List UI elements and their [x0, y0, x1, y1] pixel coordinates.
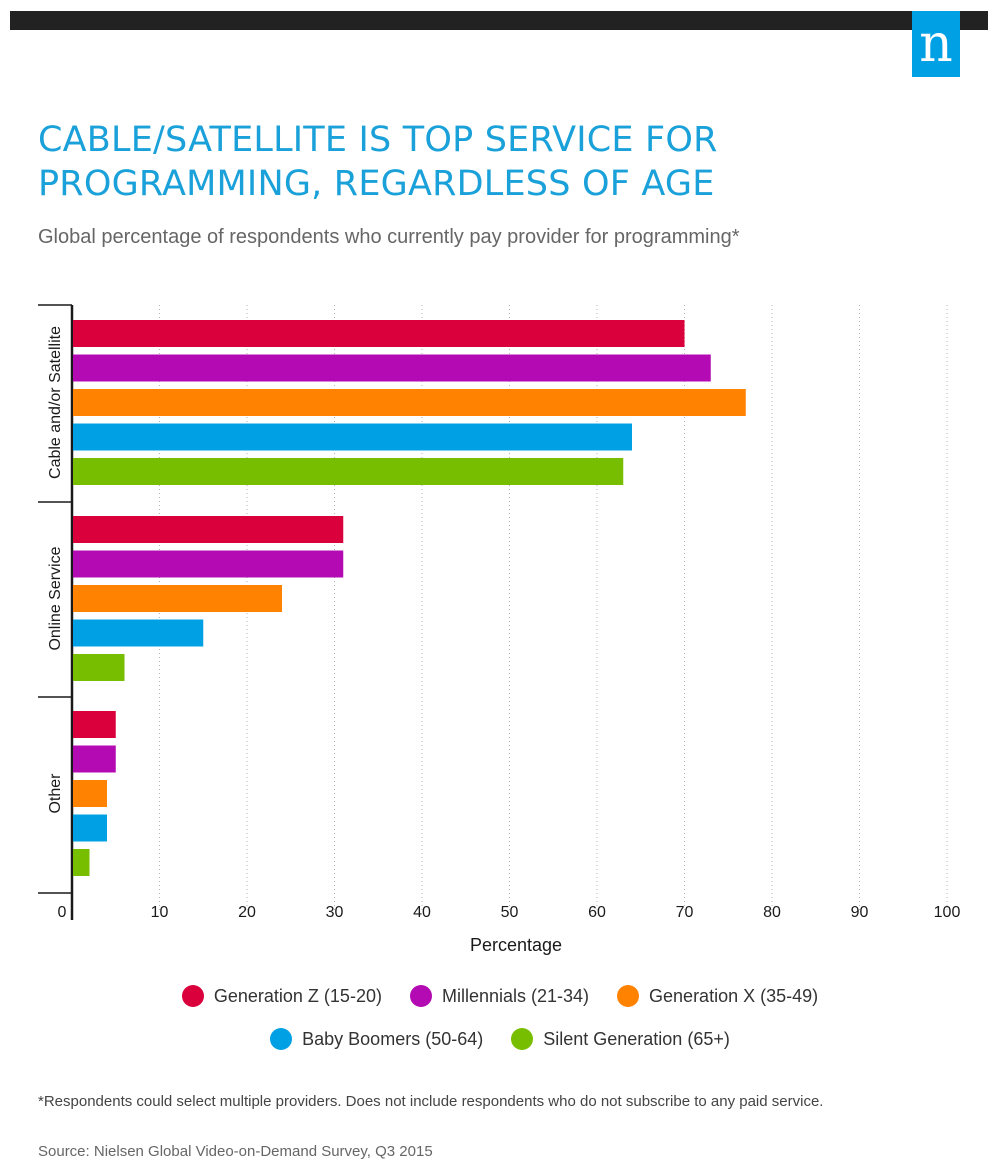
bar-other-generation-z-15-20: [73, 711, 116, 738]
legend-item-gen-z: Generation Z (15-20): [181, 985, 382, 1007]
legend-label-baby-boomers: Baby Boomers (50-64): [302, 1028, 484, 1049]
chart-title: CABLE/SATELLITE IS TOP SERVICE FOR PROGR…: [38, 118, 938, 206]
legend-label-gen-x: Generation X (35-49): [649, 985, 819, 1006]
category-label-other: Other: [47, 773, 64, 814]
x-tick-label-60: 60: [588, 904, 606, 921]
bar-online-service-millennials-21-34: [73, 550, 344, 578]
x-tick-label-30: 30: [326, 904, 344, 921]
legend-swatch-gen-x: [617, 985, 640, 1007]
legend-swatch-silent-generation: [511, 1028, 534, 1050]
bar-other-baby-boomers-50-64: [73, 814, 107, 842]
chart-subtitle: Global percentage of respondents who cur…: [38, 226, 740, 248]
x-tick-label-90: 90: [851, 904, 869, 921]
legend-label-silent-generation: Silent Generation (65+): [543, 1028, 730, 1049]
category-label-online-service: Online Service: [47, 546, 64, 650]
title-line-2: PROGRAMMING, REGARDLESS OF AGE: [38, 164, 715, 204]
x-tick-label-20: 20: [238, 904, 256, 921]
legend-item-millennials: Millennials (21-34): [409, 985, 590, 1007]
top-bar: [10, 11, 988, 30]
bar-other-generation-x-35-49: [73, 780, 107, 807]
nielsen-logo: n: [912, 11, 960, 77]
legend-row-1: Generation Z (15-20) Millennials (21-34)…: [0, 985, 1000, 1007]
bar-cable-and-or-satellite-millennials-21-34: [73, 354, 711, 382]
x-tick-label-0: 0: [58, 904, 67, 921]
bar-other-silent-generation-65: [73, 849, 90, 876]
bar-online-service-generation-z-15-20: [73, 516, 344, 543]
legend-label-gen-z: Generation Z (15-20): [213, 985, 382, 1006]
bar-other-millennials-21-34: [73, 745, 116, 773]
footnote: *Respondents could select multiple provi…: [38, 1093, 824, 1110]
x-axis-label: Percentage: [470, 935, 562, 955]
legend-item-gen-x: Generation X (35-49): [617, 985, 818, 1007]
x-tick-label-50: 50: [501, 904, 519, 921]
legend-swatch-gen-z: [181, 985, 204, 1007]
legend-label-millennials: Millennials (21-34): [441, 985, 590, 1006]
bar-online-service-generation-x-35-49: [73, 585, 282, 612]
x-tick-label-100: 100: [934, 904, 961, 921]
x-tick-label-10: 10: [151, 904, 169, 921]
legend-item-silent-generation: Silent Generation (65+): [511, 1028, 730, 1050]
bar-cable-and-or-satellite-generation-z-15-20: [73, 320, 685, 347]
bar-cable-and-or-satellite-silent-generation-65: [73, 458, 624, 485]
source-note: Source: Nielsen Global Video-on-Demand S…: [38, 1143, 433, 1160]
bar-online-service-silent-generation-65: [73, 654, 125, 681]
legend-item-baby-boomers: Baby Boomers (50-64): [270, 1028, 483, 1050]
legend-row-2: Baby Boomers (50-64) Silent Generation (…: [0, 1028, 1000, 1050]
bar-online-service-baby-boomers-50-64: [73, 619, 204, 647]
title-line-1: CABLE/SATELLITE IS TOP SERVICE FOR: [38, 120, 718, 160]
legend-swatch-baby-boomers: [270, 1028, 293, 1050]
x-tick-label-80: 80: [763, 904, 781, 921]
bar-cable-and-or-satellite-baby-boomers-50-64: [73, 423, 632, 451]
bar-cable-and-or-satellite-generation-x-35-49: [73, 389, 746, 416]
x-tick-label-40: 40: [413, 904, 431, 921]
legend-swatch-millennials: [409, 985, 432, 1007]
category-label-cable-and-or-satellite: Cable and/or Satellite: [47, 326, 64, 479]
x-tick-label-70: 70: [676, 904, 694, 921]
